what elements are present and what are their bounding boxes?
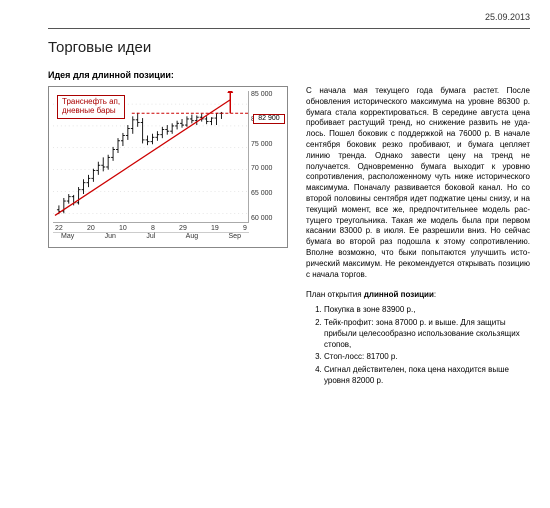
chart-annot-line2: дневные бары: [62, 106, 116, 115]
y-tick: 70 000: [251, 165, 285, 173]
x-month: May: [61, 233, 74, 240]
plan-label-bold: длинной позиции: [364, 290, 434, 299]
y-tick: 75 000: [251, 141, 285, 149]
x-month: Jun: [105, 233, 116, 240]
x-axis-months: May Jun Jul Aug Sep: [53, 233, 249, 240]
plan-label-post: :: [434, 290, 436, 299]
plan-list: Покупка в зоне 83900 р., Тейк-профит: зо…: [306, 305, 530, 387]
page-title: Торговые идеи: [48, 39, 530, 56]
x-month: Aug: [186, 233, 198, 240]
chart-annot-line1: Транснефть ап,: [62, 97, 120, 106]
y-tick: 60 000: [251, 215, 285, 223]
x-day: 10: [119, 225, 127, 232]
y-tick: 65 000: [251, 190, 285, 198]
content-row: Транснефть ап, дневные бары 85 000 80 00…: [48, 86, 530, 389]
plan-item: Стоп-лосс: 81700 р.: [324, 352, 530, 363]
plan-label-pre: План открытия: [306, 290, 364, 299]
x-day: 8: [151, 225, 155, 232]
plan-label: План открытия длинной позиции:: [306, 290, 530, 301]
chart-column: Транснефть ап, дневные бары 85 000 80 00…: [48, 86, 288, 248]
x-day: 20: [87, 225, 95, 232]
x-month: Sep: [229, 233, 241, 240]
chart-y-axis: 85 000 80 000 75 000 70 000 65 000 60 00…: [251, 91, 285, 223]
text-column: С начала мая текущего года бумага растет…: [306, 86, 530, 389]
chart-x-axis: 22 20 10 8 29 19 9 May Jun Jul Aug Sep: [53, 225, 249, 245]
x-month: Jul: [146, 233, 155, 240]
idea-label: Идея для длинной позиции:: [48, 70, 530, 80]
header-divider: [48, 28, 530, 29]
y-tick: 85 000: [251, 91, 285, 99]
plan-item: Тейк-профит: зона 87000 р. и выше. Для з…: [324, 318, 530, 350]
document-date: 25.09.2013: [48, 12, 530, 22]
chart-annotation: Транснефть ап, дневные бары: [57, 95, 125, 119]
x-day: 9: [243, 225, 247, 232]
plan-item: Сигнал действителен, пока цена находит­с…: [324, 365, 530, 387]
body-text: С начала мая текущего года бумага растет…: [306, 86, 530, 280]
price-chart: Транснефть ап, дневные бары 85 000 80 00…: [48, 86, 288, 248]
x-day: 29: [179, 225, 187, 232]
plan-item: Покупка в зоне 83900 р.,: [324, 305, 530, 316]
x-day: 19: [211, 225, 219, 232]
chart-price-box: 82 900: [253, 114, 285, 124]
x-axis-days: 22 20 10 8 29 19 9: [53, 225, 249, 233]
x-day: 22: [55, 225, 63, 232]
